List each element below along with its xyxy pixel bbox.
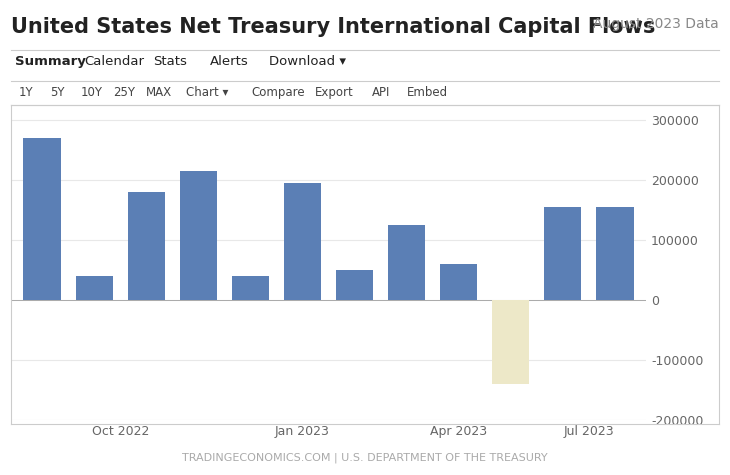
Bar — [596, 207, 634, 300]
Text: MAX: MAX — [146, 86, 172, 99]
Bar — [440, 264, 477, 300]
Text: August 2023 Data: August 2023 Data — [593, 17, 719, 30]
Text: 1Y: 1Y — [18, 86, 33, 99]
Bar — [284, 183, 321, 300]
Text: Chart ▾: Chart ▾ — [186, 86, 228, 99]
Text: United States Net Treasury International Capital Flows: United States Net Treasury International… — [11, 17, 656, 37]
Text: Compare: Compare — [252, 86, 305, 99]
Text: Summary: Summary — [15, 55, 85, 67]
Text: 5Y: 5Y — [50, 86, 64, 99]
Text: API: API — [372, 86, 391, 99]
Text: Embed: Embed — [407, 86, 448, 99]
Bar — [544, 207, 582, 300]
Bar — [231, 276, 269, 300]
Text: Stats: Stats — [153, 55, 187, 67]
Bar — [388, 225, 426, 300]
Bar — [180, 171, 217, 300]
Bar — [75, 276, 113, 300]
Text: 25Y: 25Y — [113, 86, 135, 99]
Text: Alerts: Alerts — [210, 55, 249, 67]
Text: Calendar: Calendar — [84, 55, 144, 67]
Bar — [11, 114, 646, 420]
Bar — [128, 192, 165, 300]
Text: TRADINGECONOMICS.COM | U.S. DEPARTMENT OF THE TREASURY: TRADINGECONOMICS.COM | U.S. DEPARTMENT O… — [182, 453, 548, 463]
Bar — [492, 300, 529, 384]
Text: Export: Export — [315, 86, 354, 99]
Text: 10Y: 10Y — [80, 86, 102, 99]
Text: Download ▾: Download ▾ — [269, 55, 345, 67]
Bar — [23, 138, 61, 300]
Bar — [336, 270, 373, 300]
